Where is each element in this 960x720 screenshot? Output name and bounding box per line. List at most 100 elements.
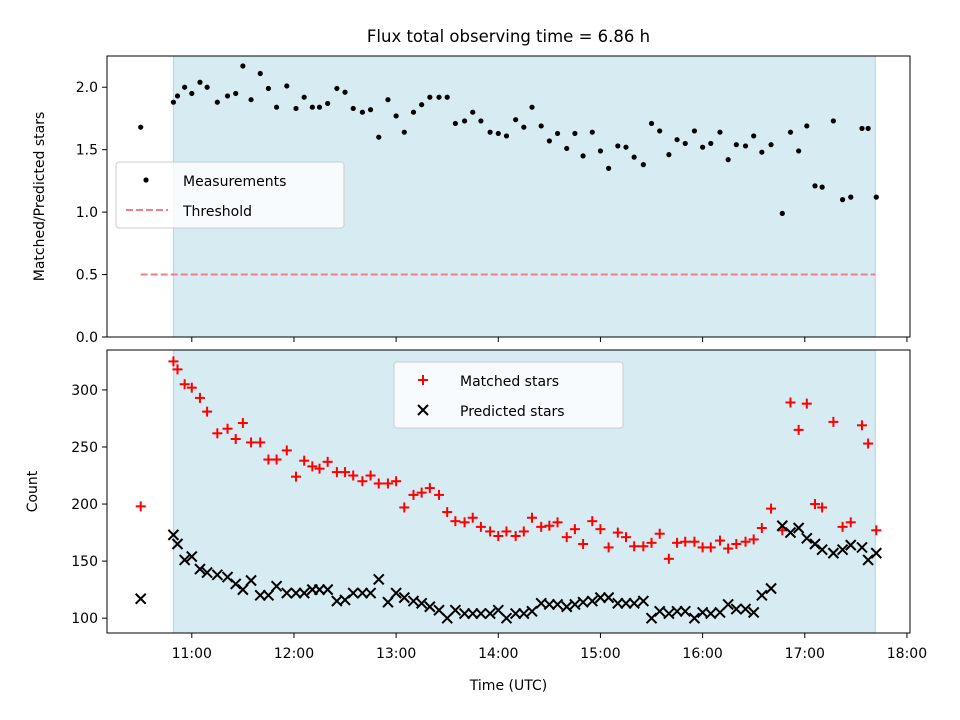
measurement-point bbox=[401, 129, 407, 135]
matched-star-point bbox=[179, 379, 190, 390]
measurement-point bbox=[342, 89, 348, 95]
x-b bbox=[407, 595, 420, 607]
measurement-point bbox=[615, 143, 621, 149]
matched-star-point bbox=[612, 527, 623, 538]
measurement-point bbox=[606, 165, 612, 171]
measurement-point bbox=[452, 120, 458, 127]
measurement-point bbox=[787, 129, 794, 135]
matched-star-point bbox=[399, 502, 410, 513]
matched-star-point bbox=[168, 356, 179, 367]
measurement-point bbox=[529, 104, 535, 110]
measurement-point bbox=[546, 138, 552, 144]
measurement-point bbox=[495, 130, 501, 137]
measurement-point bbox=[572, 130, 578, 137]
x-tick-label: 18:00 bbox=[887, 646, 927, 662]
x-b bbox=[270, 580, 283, 592]
matched-star-point bbox=[391, 476, 402, 487]
measurement-point bbox=[376, 134, 382, 140]
predicted-star-point bbox=[784, 526, 797, 539]
predicted-star-point bbox=[526, 605, 538, 618]
measurements-series bbox=[138, 63, 879, 216]
matched-star-point bbox=[467, 512, 478, 523]
measurement-point bbox=[554, 130, 561, 137]
measurement-point bbox=[325, 100, 331, 107]
measurement-point bbox=[580, 153, 586, 159]
x-tick-label: 17:00 bbox=[785, 646, 825, 662]
predicted-star-point bbox=[801, 532, 813, 544]
predicted-star-point bbox=[321, 583, 334, 596]
predicted-star-point bbox=[612, 597, 624, 610]
predicted-star-point bbox=[356, 587, 369, 599]
matched-star-point bbox=[299, 455, 310, 466]
predicted-star-point bbox=[484, 607, 496, 620]
matched-star-point bbox=[434, 489, 445, 500]
x-b bbox=[756, 589, 768, 602]
top-legend: Measurements Threshold bbox=[115, 161, 345, 229]
x-b bbox=[543, 598, 556, 611]
matched-star-point bbox=[809, 499, 820, 510]
matched-star-point bbox=[222, 423, 233, 434]
measurement-point bbox=[597, 148, 604, 154]
x-b bbox=[776, 520, 789, 532]
measurement-point bbox=[359, 109, 366, 115]
matched-star-point bbox=[255, 437, 266, 448]
predicted-star-point bbox=[186, 550, 198, 563]
matched-star-point bbox=[194, 392, 205, 403]
predicted-star-point bbox=[602, 591, 615, 604]
predicted-star-point bbox=[458, 607, 471, 620]
predicted-star-point bbox=[765, 582, 777, 595]
matched-star-point bbox=[230, 434, 241, 445]
measurement-point bbox=[367, 107, 374, 113]
bottom-y-axis-ticks: 100 150 200 250 300 bbox=[71, 383, 107, 627]
measurement-point bbox=[427, 94, 433, 100]
legend-threshold-label: Threshold bbox=[182, 204, 252, 220]
measurement-point bbox=[708, 140, 714, 147]
measurement-point bbox=[631, 154, 637, 160]
x-b bbox=[663, 607, 675, 620]
matched-star-point bbox=[663, 553, 674, 564]
predicted-star-point bbox=[415, 597, 428, 610]
x-b bbox=[298, 587, 310, 599]
x-b bbox=[290, 587, 302, 599]
predicted-star-point bbox=[730, 603, 743, 615]
measurement-point bbox=[138, 124, 144, 130]
measurement-point bbox=[640, 162, 646, 168]
matched-star-point bbox=[424, 483, 435, 494]
matched-star-point bbox=[756, 523, 767, 534]
measurement-point bbox=[779, 210, 785, 216]
predicted-star-point bbox=[809, 538, 821, 550]
matched-star-point bbox=[246, 437, 257, 448]
measurement-point bbox=[189, 90, 195, 97]
matched-star-point bbox=[561, 532, 572, 543]
predicted-star-point bbox=[756, 589, 768, 602]
measurement-point bbox=[487, 129, 493, 135]
measurement-point bbox=[265, 85, 272, 92]
x-b bbox=[671, 605, 683, 618]
x-b bbox=[433, 604, 445, 616]
matched-star-point bbox=[416, 487, 427, 498]
measurement-point bbox=[410, 109, 417, 115]
x-tick-label: 15:00 bbox=[580, 646, 620, 662]
predicted-star-point bbox=[262, 589, 275, 602]
matched-star-point bbox=[689, 536, 700, 547]
x-b bbox=[364, 587, 377, 599]
measurement-point bbox=[812, 183, 818, 189]
x-b bbox=[194, 563, 206, 575]
top-y-axis-label: Matched/Predicted stars bbox=[32, 112, 48, 282]
x-b bbox=[500, 612, 513, 624]
measurement-point bbox=[657, 128, 663, 134]
matched-star-point bbox=[629, 541, 640, 552]
x-b bbox=[792, 522, 805, 534]
x-b bbox=[747, 606, 760, 619]
measurement-point bbox=[733, 142, 739, 148]
x-b bbox=[688, 612, 701, 624]
measurement-point bbox=[248, 97, 254, 103]
measurement-point bbox=[538, 123, 544, 129]
measurement-point bbox=[513, 117, 519, 123]
predicted-star-point bbox=[281, 587, 293, 599]
predicted-star-point bbox=[679, 605, 691, 618]
y-tick-label: 1.5 bbox=[76, 143, 98, 159]
measurement-point bbox=[350, 105, 356, 112]
x-tick-label: 14:00 bbox=[478, 646, 518, 662]
predicted-star-point bbox=[500, 612, 513, 624]
